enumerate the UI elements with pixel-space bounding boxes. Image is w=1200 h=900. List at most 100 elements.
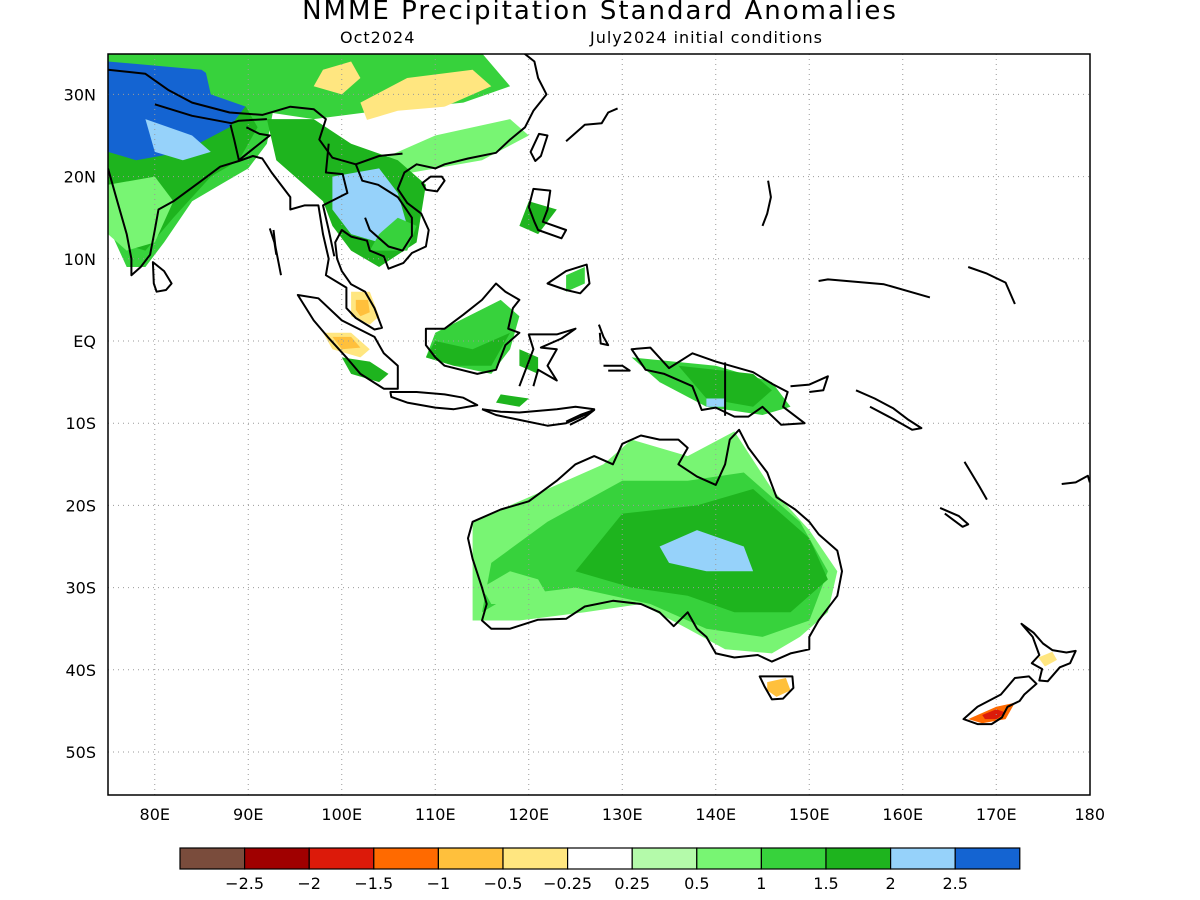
coast-borneo [424, 282, 521, 375]
colorbar-swatch [696, 847, 762, 870]
lat-label: 10N [64, 250, 96, 269]
coast-mariana-islands [761, 180, 772, 227]
anomaly-region-17 [332, 168, 408, 243]
coast-philippines-luzon [527, 187, 568, 240]
lat-label: 30S [65, 579, 96, 598]
coast-new-caledonia [939, 506, 970, 528]
anomaly-region-15 [379, 119, 529, 177]
coast-fiji [1061, 474, 1090, 485]
coast-sri-lanka [151, 261, 173, 293]
coast-taiwan [529, 132, 549, 162]
lat-label: 40S [65, 661, 96, 680]
initial-conditions: July2024 initial conditions [590, 28, 823, 47]
colorbar-swatch [437, 847, 504, 870]
colorbar-label: 2.5 [942, 874, 967, 893]
lat-label: EQ [73, 332, 96, 351]
coast-java [389, 391, 479, 411]
lon-label: 180 [1074, 805, 1105, 824]
colorbar-label: 0.5 [684, 874, 709, 893]
coast-laos-vietnam-border [354, 163, 413, 252]
colorbar-label: 0.25 [614, 874, 650, 893]
anomaly-region-25 [425, 332, 511, 366]
colorbar-label: 2 [886, 874, 896, 893]
lat-label: 30N [64, 85, 96, 104]
coast-halmahera [597, 324, 610, 347]
lon-label: 120E [508, 805, 549, 824]
colorbar: −2.5 −2 −1.5 −1 −0.5 −0.25 0.25 0.5 1 1.5 2 2.5 [179, 847, 1021, 893]
colorbar-label: −0.25 [543, 874, 592, 893]
anomaly-region-7 [108, 176, 174, 251]
anomaly-region-29 [566, 267, 585, 292]
anomaly-region-33 [767, 678, 791, 697]
anomaly-region-14 [341, 102, 511, 152]
colorbar-swatch [889, 847, 956, 870]
coast-tibet-border [108, 68, 403, 166]
coast-seram [603, 364, 631, 372]
coast-solomon-islands [855, 389, 923, 431]
coast-timor [565, 409, 596, 426]
colorbar-label: −0.5 [484, 874, 523, 893]
colorbar-swatch [502, 847, 569, 870]
lat-label: 20S [65, 496, 96, 515]
coast-asia-mainland [108, 54, 548, 331]
coast-philippines-mindanao [546, 263, 591, 295]
anomaly-region-23 [341, 357, 389, 383]
chart-title: NMME Precipitation Standard Anomalies [302, 0, 898, 26]
colorbar-swatch [244, 847, 310, 870]
anomaly-region-20 [355, 299, 370, 317]
anomaly-region-35 [982, 709, 1006, 720]
lon-label: 130E [602, 805, 643, 824]
coast-india-nepal-border [154, 103, 267, 125]
coast-marshall-islands [967, 266, 1016, 305]
anomaly-region-3 [659, 530, 754, 572]
lon-label: 150E [789, 805, 830, 824]
colorbar-label: 1.5 [813, 874, 838, 893]
colorbar-swatch [631, 847, 698, 870]
latitude-labels: 30N 20N 10N EQ 10S 20S 30S 40S 50S [64, 85, 96, 762]
lon-label: 100E [321, 805, 362, 824]
coast-myanmar-thai-border [322, 143, 349, 257]
lat-label: 20N [64, 168, 96, 187]
colorbar-swatch [566, 847, 633, 870]
coast-sulawesi [518, 327, 577, 387]
anomaly-region-32 [706, 398, 726, 407]
anomaly-region-22 [332, 336, 361, 350]
coast-bangladesh-border [229, 124, 271, 162]
coast-vanuatu [963, 461, 988, 501]
lon-label: 90E [233, 805, 263, 824]
coast-new-guinea [630, 346, 806, 426]
colorbar-label: −1 [427, 874, 451, 893]
lon-label: 140E [695, 805, 736, 824]
coast-bismarck-islands [790, 375, 829, 393]
lon-label: 160E [882, 805, 923, 824]
lon-label: 170E [976, 805, 1017, 824]
colorbar-label: 1 [756, 874, 766, 893]
graticule [108, 54, 1090, 795]
anomaly-region-27 [496, 394, 529, 407]
coast-japan-ryukyu [565, 107, 618, 143]
colorbar-swatch [954, 847, 1021, 870]
anomaly-shading [108, 54, 1057, 724]
lat-label: 10S [65, 414, 96, 433]
coast-hainan [421, 175, 446, 193]
anomaly-region-18 [369, 217, 417, 251]
plot-background [108, 54, 1090, 795]
coast-caroline-islands [818, 278, 931, 299]
anomaly-region-36 [1038, 651, 1057, 667]
anomaly-region-9 [145, 119, 211, 161]
colorbar-label: −2 [297, 874, 321, 893]
coast-nicobar-andaman-arc [268, 228, 278, 255]
colorbar-label: −1.5 [354, 874, 393, 893]
colorbar-label: −2.5 [225, 874, 264, 893]
anomaly-region-12 [313, 61, 361, 95]
coast-new-zealand-north [1020, 622, 1077, 683]
colorbar-swatch [308, 847, 375, 870]
plot-frame [107, 53, 1091, 796]
colorbar-swatch [373, 847, 439, 870]
lon-label: 80E [140, 805, 170, 824]
coastlines [108, 54, 1090, 726]
coast-tasmania [758, 675, 795, 701]
anomaly-region-4 [482, 571, 548, 604]
forecast-month: Oct2024 [340, 28, 416, 47]
